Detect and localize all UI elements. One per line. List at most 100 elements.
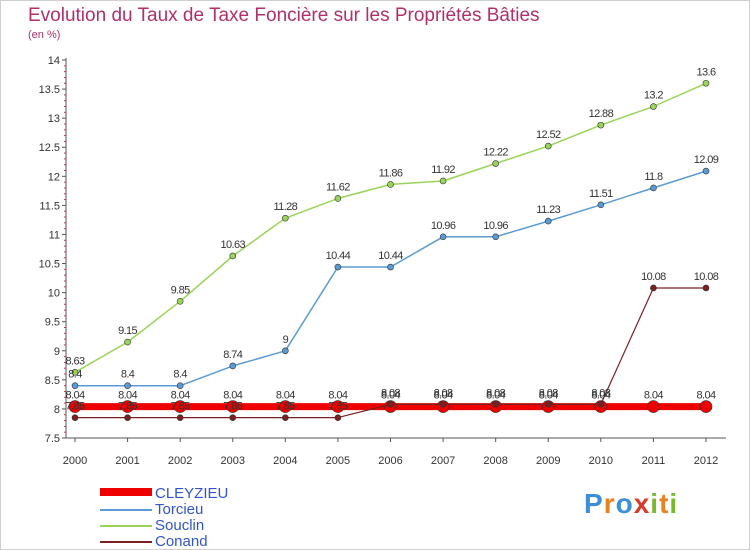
logo-letter: x <box>633 488 651 519</box>
point-souclin <box>650 103 657 110</box>
data-label-souclin: 12.22 <box>483 147 508 159</box>
point-conand <box>71 414 79 421</box>
series-lines <box>68 79 713 421</box>
x-tick-label: 2001 <box>115 455 139 467</box>
x-tick-label: 2007 <box>431 455 455 467</box>
x-tick-label: 2012 <box>694 455 718 467</box>
point-cleyzieu <box>173 400 187 413</box>
data-label-torcieu: 10.44 <box>378 250 403 262</box>
legend-swatch-conand <box>100 541 152 543</box>
data-label-souclin: 11.86 <box>379 167 403 179</box>
y-tick-label: 13.5 <box>39 84 60 96</box>
point-souclin <box>439 177 447 185</box>
chart-subtitle: (en %) <box>28 29 61 41</box>
x-tick-label: 2008 <box>483 455 507 467</box>
data-label-conand: 10.08 <box>694 271 719 283</box>
logo-letter: P <box>584 488 604 519</box>
data-label-cleyzieu: 8.04 <box>276 390 295 402</box>
point-cleyzieu <box>68 400 82 413</box>
data-label-torcieu: 9 <box>283 334 289 346</box>
data-label-torcieu: 10.44 <box>326 250 351 262</box>
data-label-conand: 7.85 <box>171 401 190 413</box>
data-label-torcieu: 12.09 <box>694 154 719 166</box>
point-conand <box>544 400 552 408</box>
point-souclin <box>597 121 605 129</box>
point-torcieu <box>439 233 447 241</box>
point-conand <box>334 414 342 421</box>
data-label-cleyzieu: 8.04 <box>328 390 347 402</box>
logo-letter: i <box>650 488 660 519</box>
y-tick-label: 13 <box>48 113 60 125</box>
legend-swatch-torcieu <box>100 509 152 511</box>
point-torcieu <box>650 184 657 192</box>
data-label-souclin: 11.28 <box>273 201 297 213</box>
data-label-souclin: 12.88 <box>589 108 614 120</box>
data-label-cleyzieu: 8.04 <box>381 390 400 402</box>
point-torcieu <box>387 263 394 271</box>
y-tick-label: 9 <box>54 346 60 358</box>
point-cleyzieu <box>121 400 134 413</box>
x-tick-label: 2003 <box>221 455 245 467</box>
point-torcieu <box>282 347 289 355</box>
point-souclin <box>176 298 184 305</box>
point-souclin <box>71 368 79 376</box>
point-torcieu <box>492 233 499 241</box>
data-label-cleyzieu: 8.04 <box>644 390 663 402</box>
data-label-souclin: 9.15 <box>118 325 137 337</box>
data-label-cleyzieu: 8.04 <box>696 390 715 402</box>
data-label-conand: 7.85 <box>328 401 347 413</box>
data-label-conand: 8.08 <box>381 387 400 399</box>
data-label-torcieu: 10.96 <box>483 220 508 232</box>
x-tick-label: 2006 <box>378 455 402 467</box>
y-tick-label: 10 <box>48 288 60 300</box>
data-label-souclin: 10.63 <box>220 239 245 251</box>
data-label-torcieu: 8.4 <box>121 369 135 381</box>
axes: 7.5 8 8.5 9 9.5 10 10.5 11 11.5 12 12.5 13 13.5 14 200… <box>39 55 726 467</box>
point-cleyzieu <box>226 400 240 413</box>
data-label-souclin: 9.85 <box>171 284 190 296</box>
data-label-torcieu: 11.23 <box>536 204 560 216</box>
point-souclin <box>229 252 237 260</box>
y-tick-label: 12.5 <box>39 142 60 154</box>
y-tick-label: 8 <box>54 404 60 416</box>
legend-label-cleyzieu: CLEYZIEU <box>155 485 229 502</box>
data-label-conand: 8.08 <box>486 387 505 399</box>
data-labels: 8.04 8.04 8.04 8.04 8.04 8.04 8.04 8.04 8.04 8.04… <box>65 66 719 413</box>
point-torcieu <box>702 167 710 175</box>
y-tick-label: 8.5 <box>45 375 60 387</box>
point-conand <box>124 414 131 421</box>
logo-letter: i <box>669 488 679 519</box>
logo-letter: r <box>603 488 616 519</box>
data-label-souclin: 8.63 <box>65 355 84 367</box>
data-label-cleyzieu: 8.04 <box>486 390 505 402</box>
data-label-conand: 8.08 <box>591 387 610 399</box>
data-label-torcieu: 10.96 <box>431 220 456 232</box>
point-cleyzieu <box>699 400 713 413</box>
point-conand <box>229 414 237 421</box>
x-tick-label: 2002 <box>168 455 192 467</box>
data-label-cleyzieu: 8.04 <box>171 390 190 402</box>
point-torcieu <box>176 382 184 389</box>
data-label-cleyzieu: 8.04 <box>434 390 453 402</box>
point-cleyzieu <box>647 400 660 413</box>
legend-label-torcieu: Torcieu <box>155 501 204 518</box>
x-tick-label: 2000 <box>63 455 87 467</box>
data-label-conand: 7.85 <box>65 401 84 413</box>
y-tick-label: 9.5 <box>45 317 60 329</box>
y-tick-label: 11.5 <box>39 200 60 212</box>
point-conand <box>650 284 657 292</box>
proxiti-logo: Proxiti <box>584 488 678 520</box>
point-souclin <box>334 195 342 202</box>
data-label-conand: 8.08 <box>539 387 558 399</box>
data-label-souclin: 13.2 <box>644 90 663 102</box>
point-conand <box>387 400 394 408</box>
y-tick-label: 14 <box>48 55 60 67</box>
y-tick-label: 7.5 <box>45 433 60 445</box>
point-souclin <box>124 338 131 346</box>
legend-label-souclin: Souclin <box>155 517 205 534</box>
data-label-conand: 7.85 <box>276 401 295 413</box>
legend-swatch-souclin <box>100 525 152 527</box>
data-label-conand: 10.08 <box>641 271 666 283</box>
point-conand <box>597 400 605 408</box>
